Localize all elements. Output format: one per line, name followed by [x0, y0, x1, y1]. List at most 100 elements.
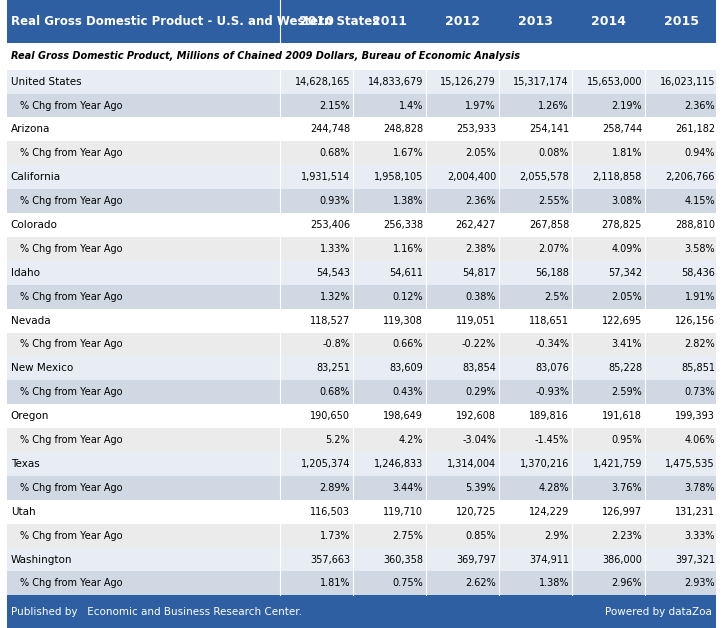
Text: 0.85%: 0.85% — [466, 531, 496, 541]
Text: United States: United States — [11, 77, 82, 87]
Text: -0.8%: -0.8% — [322, 340, 350, 349]
Text: 126,997: 126,997 — [602, 507, 642, 517]
Text: 15,126,279: 15,126,279 — [440, 77, 496, 87]
Text: 2.55%: 2.55% — [538, 196, 569, 206]
Text: % Chg from Year Ago: % Chg from Year Ago — [20, 196, 123, 206]
Text: % Chg from Year Ago: % Chg from Year Ago — [20, 483, 123, 493]
Text: 0.68%: 0.68% — [320, 387, 350, 398]
Text: 1,958,105: 1,958,105 — [374, 172, 423, 182]
Text: -0.22%: -0.22% — [462, 340, 496, 349]
Text: % Chg from Year Ago: % Chg from Year Ago — [20, 244, 123, 254]
Text: 267,858: 267,858 — [529, 220, 569, 230]
Text: 4.09%: 4.09% — [612, 244, 642, 254]
Text: 54,611: 54,611 — [389, 268, 423, 278]
Text: Arizona: Arizona — [11, 124, 50, 134]
Text: 83,251: 83,251 — [316, 364, 350, 374]
Text: 131,231: 131,231 — [675, 507, 715, 517]
Text: 4.2%: 4.2% — [398, 435, 423, 445]
Text: 192,608: 192,608 — [456, 411, 496, 421]
Text: 116,503: 116,503 — [310, 507, 350, 517]
Text: Nevada: Nevada — [11, 316, 51, 325]
Text: 1,370,216: 1,370,216 — [520, 459, 569, 469]
Text: 85,851: 85,851 — [681, 364, 715, 374]
Text: 189,816: 189,816 — [529, 411, 569, 421]
Text: 2014: 2014 — [591, 15, 626, 28]
Text: 54,817: 54,817 — [462, 268, 496, 278]
Text: 14,628,165: 14,628,165 — [294, 77, 350, 87]
Text: 0.38%: 0.38% — [466, 291, 496, 301]
Text: 244,748: 244,748 — [310, 124, 350, 134]
Text: 261,182: 261,182 — [675, 124, 715, 134]
Text: 2,118,858: 2,118,858 — [593, 172, 642, 182]
Text: 0.68%: 0.68% — [320, 148, 350, 158]
Text: 16,023,115: 16,023,115 — [659, 77, 715, 87]
Text: 0.73%: 0.73% — [685, 387, 715, 398]
Text: 2010: 2010 — [299, 15, 334, 28]
Text: 1.81%: 1.81% — [612, 148, 642, 158]
Text: 1.38%: 1.38% — [393, 196, 423, 206]
Text: 2013: 2013 — [518, 15, 553, 28]
Text: 0.94%: 0.94% — [685, 148, 715, 158]
Text: Oregon: Oregon — [11, 411, 49, 421]
Text: 2.75%: 2.75% — [392, 531, 423, 541]
Text: 2015: 2015 — [664, 15, 699, 28]
Text: 2.9%: 2.9% — [544, 531, 569, 541]
Text: 3.78%: 3.78% — [685, 483, 715, 493]
Text: California: California — [11, 172, 61, 182]
Text: 2.5%: 2.5% — [544, 291, 569, 301]
Text: Colorado: Colorado — [11, 220, 58, 230]
Text: % Chg from Year Ago: % Chg from Year Ago — [20, 100, 123, 111]
Text: % Chg from Year Ago: % Chg from Year Ago — [20, 578, 123, 588]
Text: 1,421,759: 1,421,759 — [593, 459, 642, 469]
Text: 357,663: 357,663 — [310, 555, 350, 565]
Text: 2.05%: 2.05% — [466, 148, 496, 158]
Text: 2.23%: 2.23% — [611, 531, 642, 541]
Text: 2.15%: 2.15% — [320, 100, 350, 111]
Text: % Chg from Year Ago: % Chg from Year Ago — [20, 340, 123, 349]
Text: -1.45%: -1.45% — [535, 435, 569, 445]
Text: 2.36%: 2.36% — [685, 100, 715, 111]
Text: 1.73%: 1.73% — [320, 531, 350, 541]
Text: 3.41%: 3.41% — [612, 340, 642, 349]
Text: 85,228: 85,228 — [608, 364, 642, 374]
Text: 4.28%: 4.28% — [539, 483, 569, 493]
Text: -0.34%: -0.34% — [535, 340, 569, 349]
Text: Utah: Utah — [11, 507, 35, 517]
Text: Texas: Texas — [11, 459, 40, 469]
Text: 1,475,535: 1,475,535 — [665, 459, 715, 469]
Text: 2,206,766: 2,206,766 — [665, 172, 715, 182]
Text: 4.06%: 4.06% — [685, 435, 715, 445]
Text: 2.82%: 2.82% — [684, 340, 715, 349]
Text: 1.32%: 1.32% — [320, 291, 350, 301]
Text: 2.05%: 2.05% — [611, 291, 642, 301]
Text: 3.76%: 3.76% — [612, 483, 642, 493]
Text: 14,833,679: 14,833,679 — [368, 77, 423, 87]
Text: 2012: 2012 — [445, 15, 480, 28]
Text: 2.62%: 2.62% — [466, 578, 496, 588]
Text: Real Gross Domestic Product, Millions of Chained 2009 Dollars, Bureau of Economi: Real Gross Domestic Product, Millions of… — [11, 51, 520, 61]
Text: 2.89%: 2.89% — [320, 483, 350, 493]
Text: 253,933: 253,933 — [456, 124, 496, 134]
Text: 83,854: 83,854 — [462, 364, 496, 374]
Text: 2.38%: 2.38% — [466, 244, 496, 254]
Text: 1,931,514: 1,931,514 — [301, 172, 350, 182]
Text: 0.08%: 0.08% — [539, 148, 569, 158]
Text: 5.39%: 5.39% — [466, 483, 496, 493]
Text: 0.66%: 0.66% — [393, 340, 423, 349]
Text: 191,618: 191,618 — [602, 411, 642, 421]
Text: 118,651: 118,651 — [529, 316, 569, 325]
Text: 122,695: 122,695 — [602, 316, 642, 325]
Text: 2,055,578: 2,055,578 — [519, 172, 569, 182]
Text: % Chg from Year Ago: % Chg from Year Ago — [20, 531, 123, 541]
Text: 1,246,833: 1,246,833 — [374, 459, 423, 469]
Text: 0.12%: 0.12% — [393, 291, 423, 301]
Text: 83,076: 83,076 — [535, 364, 569, 374]
Text: 386,000: 386,000 — [602, 555, 642, 565]
Text: 15,653,000: 15,653,000 — [586, 77, 642, 87]
Text: 2.59%: 2.59% — [611, 387, 642, 398]
Text: 3.44%: 3.44% — [393, 483, 423, 493]
Text: 248,828: 248,828 — [383, 124, 423, 134]
Text: 1.91%: 1.91% — [685, 291, 715, 301]
Text: 1,205,374: 1,205,374 — [301, 459, 350, 469]
Text: % Chg from Year Ago: % Chg from Year Ago — [20, 148, 123, 158]
